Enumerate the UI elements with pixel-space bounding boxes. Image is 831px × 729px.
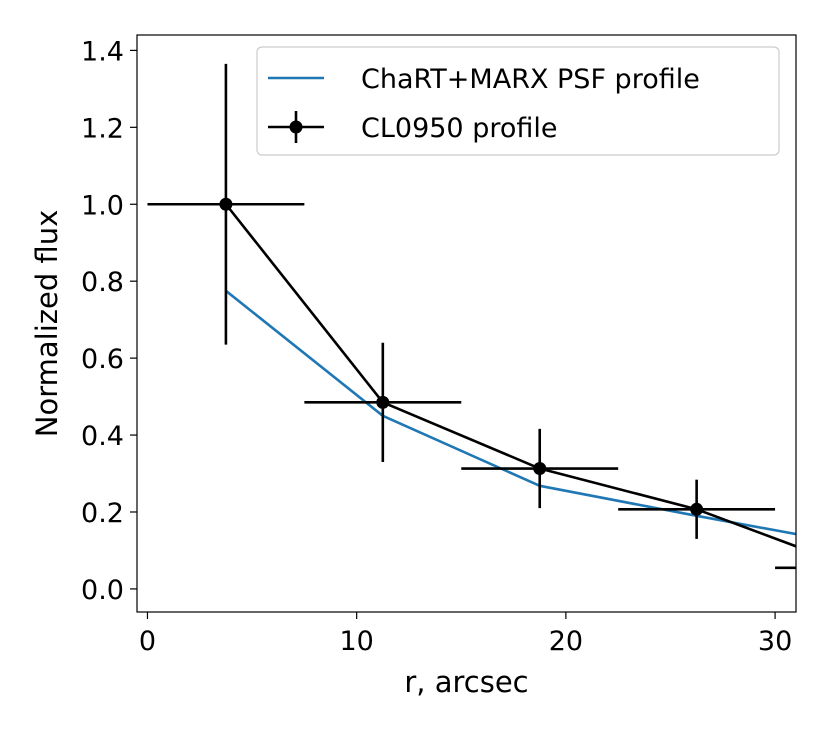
cl0950-point: [376, 395, 390, 409]
x-axis: 0 10 20 30: [139, 612, 792, 657]
x-tick-label: 10: [339, 626, 373, 657]
cl0950-point: [690, 502, 704, 516]
plot-content: [147, 63, 796, 570]
plot-data: [147, 63, 796, 570]
cl0950-point: [533, 462, 547, 476]
y-tick-label: 0.6: [81, 344, 124, 375]
legend-psf-label: ChaRT+MARX PSF profile: [361, 64, 700, 95]
legend-box: [256, 46, 780, 156]
y-tick-label: 0.4: [81, 421, 124, 452]
x-tick-label: 20: [549, 626, 583, 657]
legend-cl0950-marker: [289, 120, 303, 134]
y-tick-label: 0.8: [81, 267, 124, 298]
legend-cl0950-label: CL0950 profile: [361, 113, 557, 144]
y-tick-label: 1.0: [81, 190, 124, 221]
plot-frame: [136, 34, 797, 613]
cl0950-point: [219, 197, 233, 211]
x-tick-label: 0: [139, 626, 156, 657]
x-tick-label: 30: [758, 626, 792, 657]
x-axis-title: r, arcsec: [404, 665, 528, 699]
y-tick-label: 0.2: [81, 498, 124, 529]
y-tick-label: 1.2: [81, 113, 124, 144]
legend: ChaRT+MARX PSF profile CL0950 profile: [256, 46, 780, 156]
y-tick-label: 1.4: [81, 36, 124, 67]
psf-line: [225, 289, 796, 536]
cl0950-line: [224, 203, 796, 548]
y-tick-label: 0.0: [81, 575, 124, 606]
y-axis-title: Normalized flux: [30, 210, 64, 437]
y-axis: 0.0 0.2 0.4 0.6 0.8 1.0 1.2 1.4: [81, 36, 137, 606]
